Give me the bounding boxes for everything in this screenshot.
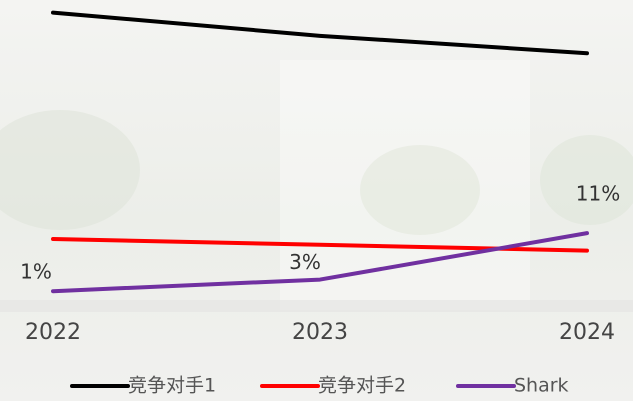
background-plant — [360, 145, 480, 235]
legend-label: 竞争对手2 — [318, 375, 406, 397]
data-label: 11% — [576, 182, 620, 206]
legend-label: 竞争对手1 — [128, 375, 216, 397]
legend-label: Shark — [514, 375, 569, 397]
data-label: 1% — [20, 260, 52, 284]
x-tick-label: 2023 — [292, 320, 348, 345]
background-shelf — [0, 300, 633, 312]
data-label: 3% — [289, 250, 321, 274]
chart: 2022 2023 2024 1% 3% 11% 竞争对手1 竞争对手2 Shark — [0, 0, 633, 401]
x-tick-label: 2022 — [25, 320, 81, 345]
x-tick-label: 2024 — [559, 320, 615, 345]
